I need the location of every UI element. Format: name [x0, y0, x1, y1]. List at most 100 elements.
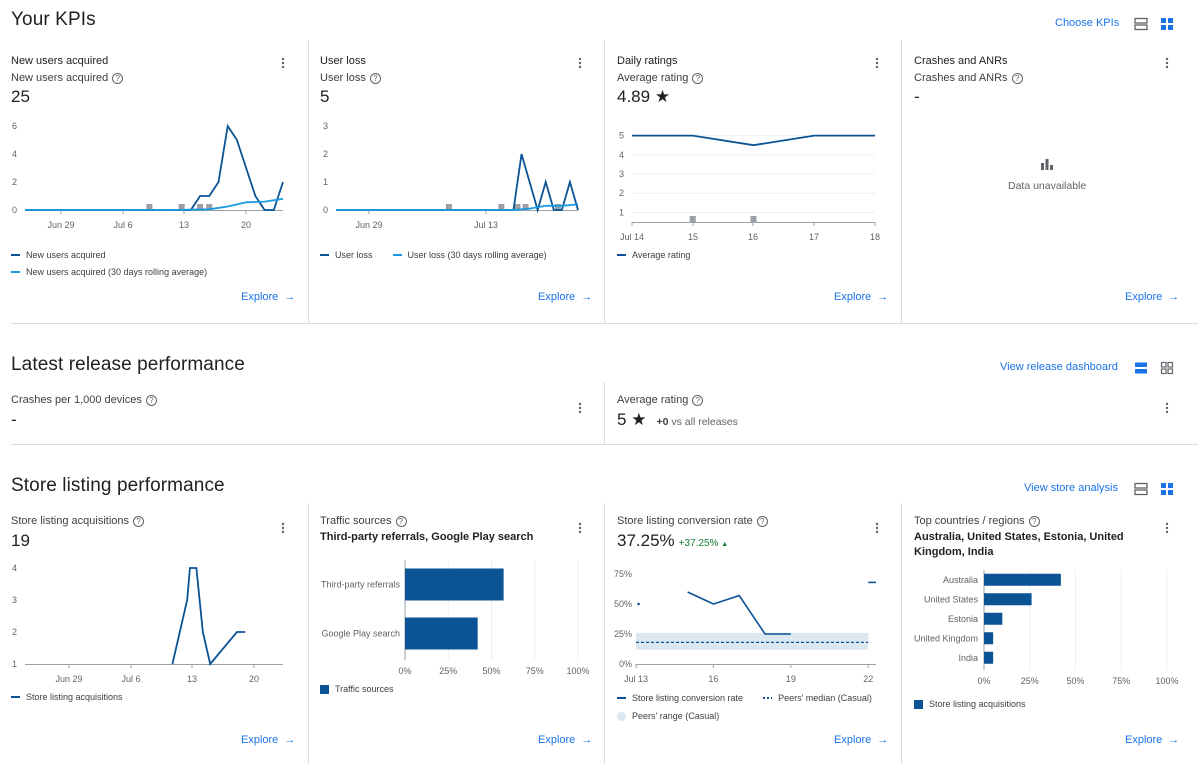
- help-icon[interactable]: ?: [133, 515, 145, 527]
- y-tick-label: 2: [323, 149, 328, 159]
- explore-link[interactable]: Explore →: [834, 734, 889, 746]
- metric-label: Traffic sources: [320, 515, 392, 527]
- metric-label: Crashes per 1,000 devices: [11, 394, 142, 406]
- kpi-card-daily-ratings: Daily ratings Average rating? 4.89 ★: [617, 55, 887, 107]
- arrow-right-icon: →: [877, 734, 889, 746]
- y-tick-label: 2: [12, 627, 17, 637]
- metric-label: Store listing acquisitions: [11, 515, 130, 527]
- help-icon[interactable]: ?: [369, 72, 381, 84]
- list-view-icon[interactable]: [1134, 361, 1148, 375]
- list-view-icon[interactable]: [1134, 482, 1148, 496]
- legend-label: Store listing acquisitions: [929, 699, 1026, 709]
- bar: [984, 573, 1061, 586]
- more-options-icon[interactable]: [281, 522, 285, 534]
- x-tick-label: 0%: [398, 666, 411, 676]
- star-icon: ★: [654, 87, 671, 106]
- help-icon[interactable]: ?: [1028, 515, 1040, 527]
- annotation-marker: [445, 204, 452, 210]
- help-icon[interactable]: ?: [112, 72, 124, 84]
- x-tick-label: 15: [688, 232, 698, 242]
- card-header: User loss: [320, 55, 366, 67]
- y-tick-label: 2: [619, 188, 624, 198]
- arrow-right-icon: →: [581, 734, 593, 746]
- rating-delta-suffix: vs all releases: [671, 416, 738, 428]
- explore-link[interactable]: Explore →: [1125, 291, 1180, 303]
- more-options-icon[interactable]: [1165, 402, 1169, 414]
- x-tick-label: 19: [786, 674, 796, 684]
- metric-label: Crashes and ANRs: [914, 72, 1008, 84]
- peers-range-band: [636, 632, 869, 650]
- explore-link[interactable]: Explore →: [538, 291, 593, 303]
- grid-view-icon[interactable]: [1160, 17, 1174, 31]
- y-tick-label: 4: [619, 150, 624, 160]
- explore-link[interactable]: Explore →: [538, 734, 593, 746]
- y-tick-label: 3: [12, 595, 17, 605]
- more-options-icon[interactable]: [875, 522, 879, 534]
- card-header: Crashes and ANRs: [914, 55, 1008, 67]
- x-tick-label: Jun 29: [55, 674, 82, 684]
- x-tick-label: Jun 29: [355, 220, 382, 230]
- traffic-sources-card: Traffic sources? Third-party referrals, …: [320, 515, 570, 545]
- legend-label: Peers' range (Casual): [632, 711, 720, 721]
- x-tick-label: 17: [809, 232, 819, 242]
- grid-view-icon[interactable]: [1160, 361, 1174, 375]
- metric-value: 4.89: [617, 87, 651, 106]
- conversion-rate-chart: 0% 25% 50% 75% Jul 13 16 19 22: [614, 569, 876, 684]
- explore-link[interactable]: Explore →: [241, 291, 296, 303]
- arrow-up-icon: ▲: [721, 541, 729, 548]
- view-release-dashboard-link[interactable]: View release dashboard: [1000, 361, 1118, 373]
- more-options-icon[interactable]: [875, 57, 879, 69]
- x-tick-label: 50%: [1066, 676, 1084, 686]
- category-label: Third-party referrals: [321, 580, 401, 590]
- top-countries-card: Top countries / regions? Australia, Unit…: [914, 515, 1144, 560]
- more-options-icon[interactable]: [578, 402, 582, 414]
- x-tick-label: 20: [249, 674, 259, 684]
- help-icon[interactable]: ?: [692, 394, 704, 406]
- more-options-icon[interactable]: [578, 57, 582, 69]
- legend-label: Store listing acquisitions: [26, 692, 123, 702]
- new-users-chart: 0 2 4 6 Jun 29 Jul 6 13 20: [12, 121, 284, 230]
- y-tick-label: 25%: [614, 629, 632, 639]
- x-tick-label: 13: [179, 220, 189, 230]
- y-tick-label: 1: [323, 177, 328, 187]
- data-unavailable-text: Data unavailable: [1008, 180, 1087, 192]
- y-tick-label: 4: [12, 149, 17, 159]
- arrow-right-icon: →: [284, 734, 296, 746]
- help-icon[interactable]: ?: [395, 515, 407, 527]
- more-options-icon[interactable]: [578, 522, 582, 534]
- grid-view-icon[interactable]: [1160, 482, 1174, 496]
- category-label: United Kingdom: [914, 633, 978, 643]
- category-label: Google Play search: [321, 629, 400, 639]
- series-line: [632, 134, 875, 147]
- y-tick-label: 0: [323, 205, 328, 215]
- traffic-sources-chart: 0% 25% 50% 75% 100% Third-party referrals Goog…: [321, 560, 590, 676]
- choose-kpis-link[interactable]: Choose KPIs: [1055, 17, 1120, 29]
- explore-link[interactable]: Explore →: [1125, 734, 1180, 746]
- rating-delta: +0: [656, 416, 669, 428]
- annotation-marker: [689, 216, 696, 222]
- series-line: [336, 153, 579, 214]
- view-store-analysis-link[interactable]: View store analysis: [1024, 482, 1118, 494]
- list-view-icon[interactable]: [1134, 17, 1148, 31]
- x-tick-label: 25%: [1021, 676, 1039, 686]
- arrow-right-icon: →: [1168, 291, 1180, 303]
- x-tick-label: 75%: [526, 666, 544, 676]
- help-icon[interactable]: ?: [692, 72, 704, 84]
- metric-label: User loss: [320, 72, 366, 84]
- explore-link[interactable]: Explore →: [834, 291, 889, 303]
- more-options-icon[interactable]: [1165, 522, 1169, 534]
- help-icon[interactable]: ?: [1011, 72, 1023, 84]
- release-crashes-card: Crashes per 1,000 devices? -: [11, 394, 157, 430]
- more-options-icon[interactable]: [281, 57, 285, 69]
- x-tick-label: 100%: [1155, 676, 1178, 686]
- explore-link[interactable]: Explore →: [241, 734, 296, 746]
- daily-ratings-chart: 1 2 3 4 5 Jul 14 15 16 17 18: [619, 131, 880, 242]
- help-icon[interactable]: ?: [756, 515, 768, 527]
- help-icon[interactable]: ?: [145, 394, 157, 406]
- legend-label: User loss: [335, 250, 373, 260]
- y-tick-label: 75%: [614, 569, 632, 579]
- series-line: [171, 567, 246, 666]
- metric-label: Average rating: [617, 394, 689, 406]
- x-tick-label: Jul 13: [624, 674, 648, 684]
- more-options-icon[interactable]: [1165, 57, 1169, 69]
